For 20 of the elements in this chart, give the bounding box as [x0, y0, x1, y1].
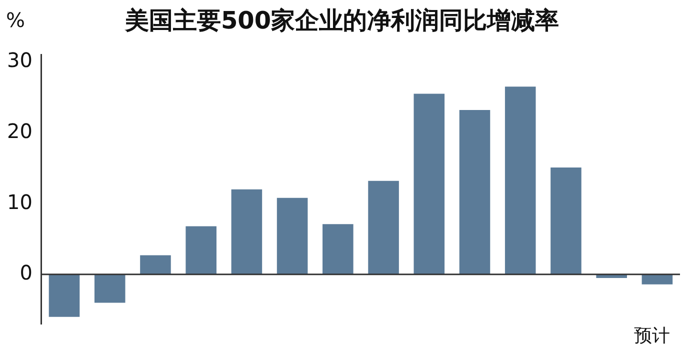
text: 预计 [634, 326, 670, 347]
bar [504, 86, 536, 274]
bar [231, 189, 262, 274]
bar [48, 274, 80, 317]
bar [414, 94, 445, 274]
y-tick-label: 20 [6, 118, 32, 143]
y-tick-label: 10 [6, 190, 32, 214]
bar [186, 226, 216, 274]
bar [642, 274, 673, 284]
chart-title: 美国主要500家企业的净利润同比增减率 [124, 6, 560, 35]
bar [94, 274, 126, 303]
bar [140, 255, 171, 274]
y-tick-label: 0 [20, 260, 32, 285]
bar [368, 180, 399, 274]
bar [276, 198, 308, 274]
bar [322, 224, 354, 274]
y-tick-label: 30 [6, 48, 32, 72]
bar [550, 167, 582, 274]
bar [459, 110, 490, 274]
y-axis-title: % [6, 8, 26, 32]
